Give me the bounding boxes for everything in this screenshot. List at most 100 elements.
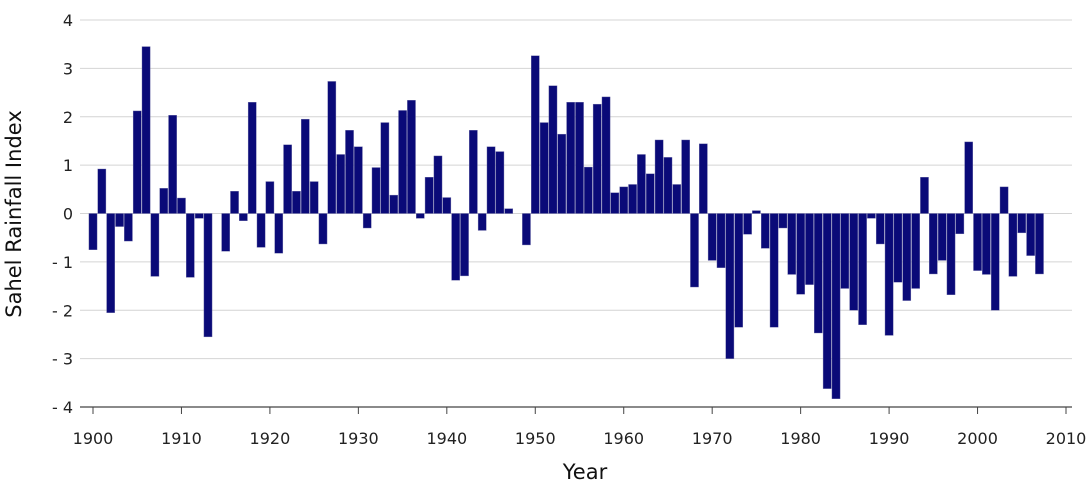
bar-1960 — [619, 186, 628, 214]
y-tick-label: 1 — [63, 156, 73, 175]
bar-2001 — [982, 213, 991, 275]
bar-1924 — [301, 118, 310, 214]
bar-1901 — [97, 168, 107, 214]
bar-1934 — [389, 194, 399, 214]
bar-1962 — [637, 154, 646, 214]
bar-1935 — [398, 110, 407, 214]
bar-1994 — [920, 177, 929, 214]
bar-1945 — [486, 146, 496, 214]
bar-1993 — [911, 213, 920, 289]
bar-1920 — [265, 181, 275, 214]
bar-1976 — [760, 213, 770, 249]
bar-1954 — [566, 102, 575, 214]
bar-1932 — [371, 167, 381, 214]
bar-1970 — [707, 213, 717, 261]
bar-1980 — [796, 213, 805, 295]
bar-1922 — [283, 144, 292, 214]
x-tick-label: 1960 — [603, 429, 644, 448]
bar-1990 — [884, 213, 894, 336]
bar-1906 — [141, 46, 151, 214]
y-tick-label: 0 — [63, 205, 73, 224]
bar-1982 — [814, 213, 823, 334]
x-tick-label: 2000 — [957, 429, 998, 448]
bar-1923 — [292, 191, 301, 214]
bar-1928 — [336, 154, 345, 214]
bar-1986 — [849, 213, 858, 311]
x-tick-label: 1970 — [692, 429, 733, 448]
bar-1998 — [955, 213, 965, 235]
bar-1909 — [168, 115, 177, 214]
bar-1959 — [610, 192, 620, 214]
bar-1979 — [787, 213, 797, 275]
x-tick-label: 1900 — [73, 429, 114, 448]
bar-1943 — [469, 130, 478, 214]
axes — [80, 406, 1072, 414]
bar-1921 — [274, 213, 284, 254]
bar-1964 — [654, 139, 664, 214]
bar-1997 — [946, 213, 956, 295]
bar-1927 — [327, 81, 337, 214]
x-tick-label: 1920 — [250, 429, 291, 448]
x-tick-label: 1910 — [161, 429, 202, 448]
bar-1969 — [699, 143, 708, 214]
bar-1971 — [716, 213, 726, 268]
bar-1966 — [672, 184, 682, 214]
bar-1919 — [256, 213, 266, 248]
bar-1950 — [531, 55, 540, 214]
bar-1937 — [416, 213, 425, 219]
y-tick-label: - 3 — [52, 350, 73, 369]
bar-1975 — [752, 210, 761, 214]
bar-1984 — [831, 213, 841, 399]
bar-1958 — [601, 96, 611, 214]
bar-1940 — [442, 197, 452, 214]
bar-1947 — [504, 208, 514, 214]
y-tick-label: 2 — [63, 108, 73, 127]
bar-2003 — [999, 186, 1009, 214]
bar-1989 — [875, 213, 885, 245]
bar-1936 — [407, 100, 416, 214]
bar-1992 — [902, 213, 912, 301]
bar-1972 — [725, 213, 735, 359]
bar-1965 — [663, 157, 673, 214]
bar-1917 — [239, 213, 248, 221]
x-tick-label: 1930 — [338, 429, 379, 448]
bar-1916 — [230, 191, 239, 214]
y-tick-labels: 4 3 2 1 0 - 1 - 2 - 3 - 4 — [52, 11, 73, 417]
bar-2007 — [1035, 213, 1044, 275]
bar-1907 — [150, 213, 160, 277]
bar-1949 — [522, 213, 531, 246]
bar-1952 — [548, 85, 558, 214]
bar-1991 — [893, 213, 903, 283]
bar-1996 — [937, 213, 947, 261]
bar-1918 — [247, 102, 257, 214]
x-tick-label: 1980 — [780, 429, 821, 448]
bar-2002 — [990, 213, 1000, 311]
y-tick-label: - 2 — [52, 301, 73, 320]
bar-1929 — [345, 130, 354, 214]
x-tick-label: 2010 — [1046, 429, 1087, 448]
bar-2005 — [1017, 213, 1027, 234]
y-tick-label: 4 — [63, 11, 73, 30]
bar-2004 — [1008, 213, 1018, 277]
bar-1985 — [840, 213, 850, 289]
bar-1938 — [424, 177, 434, 214]
bar-1983 — [822, 213, 832, 389]
bar-1951 — [539, 122, 549, 214]
bar-1968 — [690, 213, 699, 288]
bar-1961 — [628, 184, 637, 214]
bar-1908 — [159, 188, 169, 214]
x-tick-label: 1990 — [869, 429, 910, 448]
x-tick-label: 1950 — [515, 429, 556, 448]
x-tick-label: 1940 — [426, 429, 467, 448]
bar-1911 — [186, 213, 195, 278]
bar-1973 — [734, 213, 743, 328]
bar-series — [88, 46, 1044, 399]
bar-1999 — [964, 141, 973, 214]
y-axis-title: Sahel Rainfall Index — [2, 110, 26, 318]
bar-1956 — [584, 166, 593, 214]
bar-1913 — [203, 213, 213, 338]
y-tick-label: - 1 — [52, 253, 73, 272]
x-axis-title: Year — [562, 460, 608, 484]
bar-1902 — [106, 213, 115, 313]
